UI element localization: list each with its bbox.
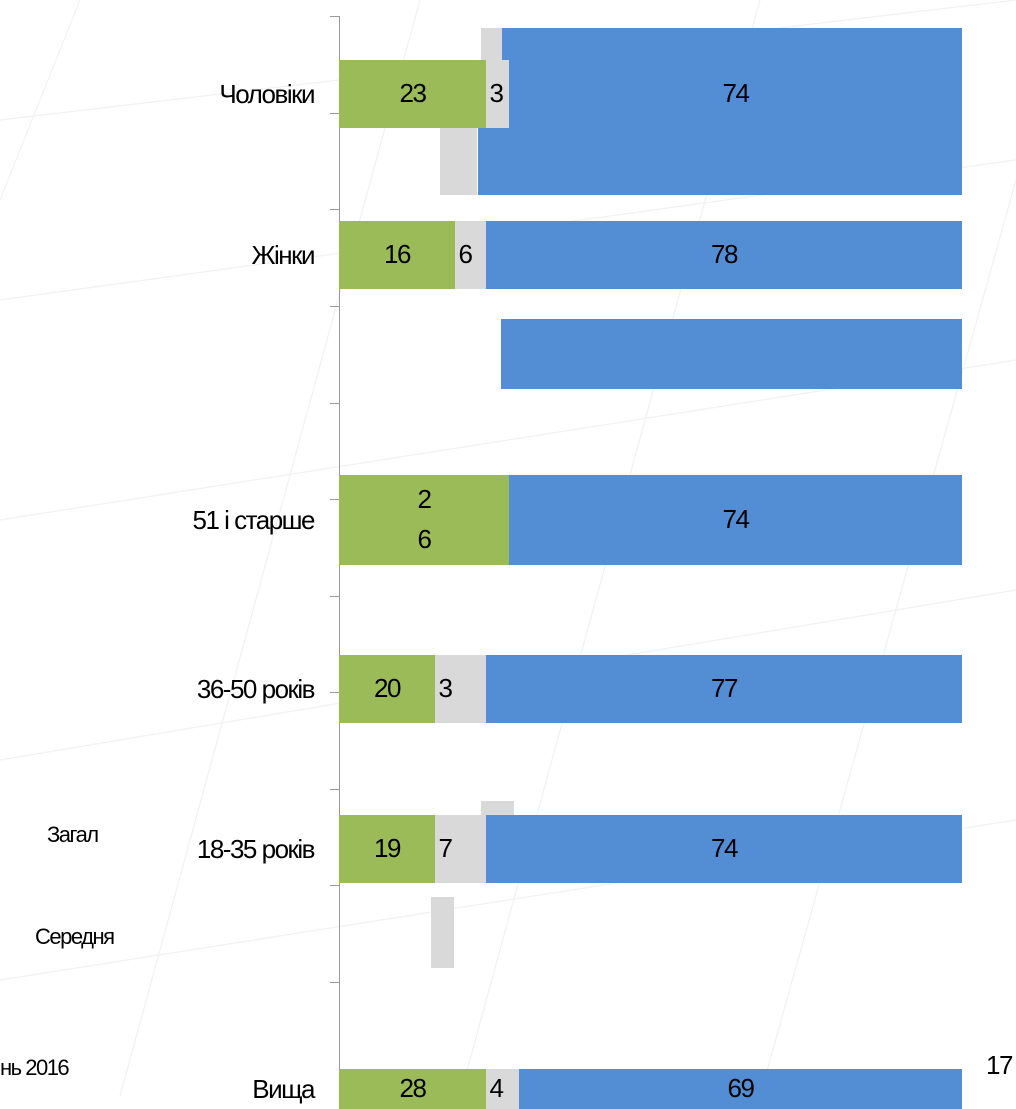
bar-segment-green <box>339 815 435 883</box>
category-label: Вища <box>252 1074 315 1104</box>
bar-segment-gray <box>435 655 486 723</box>
bar-segment-blue <box>486 655 962 723</box>
axis-tick <box>330 209 340 210</box>
category-label: 18-35 років <box>196 834 316 864</box>
stray-label-17: 17 <box>986 1050 1013 1080</box>
category-label: 51 і старше <box>192 505 316 535</box>
data-label: 77 <box>711 673 738 703</box>
bar-segment-green <box>339 655 435 723</box>
data-label: 3 <box>489 78 504 108</box>
blue-artifact-bar <box>478 128 962 195</box>
bar-segment-gray <box>435 815 486 883</box>
blue-artifact-bar <box>502 28 962 60</box>
gray-artifact-bar <box>481 801 514 815</box>
gray-artifact-bar <box>431 897 454 968</box>
axis-tick <box>330 596 340 597</box>
bar-segment-green <box>339 60 486 128</box>
data-label: 3 <box>438 673 453 703</box>
data-label: 28 <box>399 1073 427 1103</box>
bar-segment-blue <box>486 221 962 289</box>
stray-label-date: нь 2016 <box>0 1055 70 1080</box>
gray-artifact-bar <box>440 128 477 195</box>
stray-label-zagal: Загал <box>47 822 99 847</box>
data-label: 6 <box>458 239 473 269</box>
axis-tick <box>330 403 340 404</box>
axis-tick <box>330 16 340 17</box>
data-label: 7 <box>438 833 453 863</box>
data-label: 74 <box>711 833 738 863</box>
data-label: 16 <box>384 239 411 269</box>
axis-tick <box>330 113 340 114</box>
category-label: Жінки <box>251 240 315 270</box>
bar-segment-blue <box>509 60 962 128</box>
data-label: 23 <box>399 78 427 108</box>
stray-label-serednia: Середня <box>35 924 115 949</box>
axis-tick <box>330 692 340 693</box>
axis-tick <box>330 499 340 500</box>
bar-segment-green <box>339 475 509 565</box>
category-label: 36-50 років <box>196 674 316 704</box>
data-label: 78 <box>711 239 738 269</box>
axis-tick <box>330 306 340 307</box>
bar-segment-blue <box>509 475 962 565</box>
data-label: 74 <box>722 78 750 108</box>
axis-tick <box>330 789 340 790</box>
data-label: 69 <box>727 1073 755 1103</box>
data-label: 19 <box>374 833 401 863</box>
data-label: 6 <box>417 524 432 554</box>
bar-segment-gray <box>455 221 486 289</box>
bar-segment-gray <box>486 60 509 128</box>
data-label: 2 <box>417 484 432 514</box>
category-label: Чоловіки <box>219 79 315 109</box>
axis-tick <box>330 885 340 886</box>
data-label: 20 <box>374 673 401 703</box>
axis-tick <box>330 982 340 983</box>
blue-artifact-bar <box>501 319 962 389</box>
data-label: 74 <box>722 504 750 534</box>
bar-segment-blue <box>486 815 962 883</box>
data-label: 4 <box>489 1073 504 1103</box>
bar-segment-green <box>339 221 455 289</box>
gray-artifact-bar <box>481 28 502 60</box>
